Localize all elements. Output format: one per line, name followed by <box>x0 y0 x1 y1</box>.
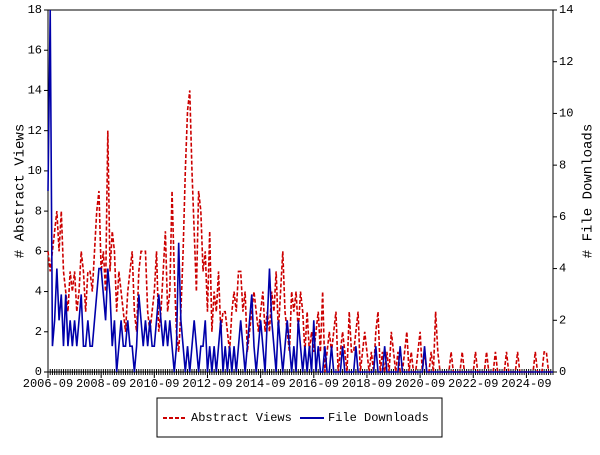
y-tick-label: 8 <box>35 204 42 218</box>
x-tick-label: 2020-09 <box>395 377 445 391</box>
series-line <box>47 9 553 373</box>
y-axis-title: # Abstract Views <box>13 124 29 258</box>
y-tick-label: 10 <box>28 164 42 178</box>
y2-tick-label: 6 <box>559 210 566 224</box>
x-tick-label: 2024-09 <box>501 377 551 391</box>
x-tick-label: 2018-09 <box>342 377 392 391</box>
legend-label: File Downloads <box>328 411 429 425</box>
x-tick-label: 2006-09 <box>23 377 73 391</box>
x-tick-label: 2014-09 <box>235 377 285 391</box>
x-tick-label: 2022-09 <box>448 377 498 391</box>
plot-frame <box>47 9 554 373</box>
y2-tick-label: 2 <box>559 313 566 327</box>
y2-tick-label: 4 <box>559 262 566 276</box>
y2-tick-label: 14 <box>559 3 573 17</box>
x-tick-label: 2010-09 <box>129 377 179 391</box>
legend-label: Abstract Views <box>191 411 292 425</box>
y-tick-label: 0 <box>35 365 42 379</box>
y-tick-label: 4 <box>35 285 42 299</box>
y2-tick-label: 0 <box>559 365 566 379</box>
x-tick-label: 2016-09 <box>289 377 339 391</box>
y2-axis-title: # File Downloads <box>581 124 597 258</box>
x-tick-label: 2008-09 <box>76 377 126 391</box>
x-tick-label: 2012-09 <box>182 377 232 391</box>
y2-tick-label: 8 <box>559 158 566 172</box>
y-tick-label: 14 <box>28 84 42 98</box>
y-tick-label: 2 <box>35 325 42 339</box>
legend-box <box>156 397 443 438</box>
y2-tick-label: 12 <box>559 55 573 69</box>
y-tick-label: 12 <box>28 124 42 138</box>
series-line <box>47 90 553 373</box>
y-tick-label: 6 <box>35 245 42 259</box>
y2-tick-label: 10 <box>559 107 573 121</box>
y-tick-label: 16 <box>28 43 42 57</box>
y-tick-label: 18 <box>28 3 42 17</box>
